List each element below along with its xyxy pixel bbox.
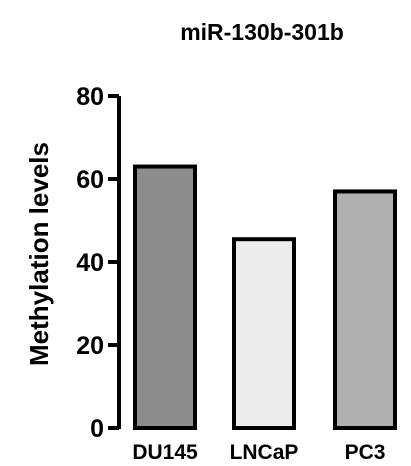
x-axis-categories: DU145 LNCaP PC3 bbox=[132, 441, 385, 464]
y-tick-label: 40 bbox=[76, 249, 104, 277]
chart-title: miR-130b-301b bbox=[180, 19, 344, 45]
y-tick-label: 0 bbox=[90, 415, 104, 443]
x-category-label: DU145 bbox=[132, 441, 198, 464]
x-category-label: PC3 bbox=[345, 441, 386, 464]
y-tick-label: 80 bbox=[76, 83, 104, 111]
y-tick-label: 20 bbox=[76, 332, 104, 360]
bar-lncap bbox=[232, 237, 296, 430]
bar-du145 bbox=[133, 164, 197, 431]
y-tick-label: 60 bbox=[76, 166, 104, 194]
y-axis-label: Methylation levels bbox=[24, 142, 54, 366]
bar-pc3 bbox=[333, 189, 397, 430]
x-category-label: LNCaP bbox=[230, 441, 299, 464]
bars bbox=[133, 164, 397, 431]
y-axis-ticks: 0 20 40 60 80 bbox=[76, 83, 119, 443]
